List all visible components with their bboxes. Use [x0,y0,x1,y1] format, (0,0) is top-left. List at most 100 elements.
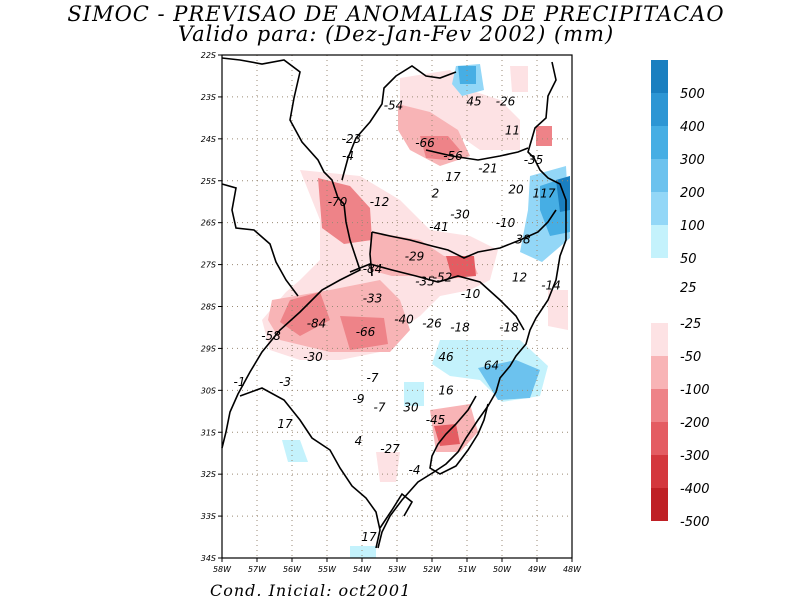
colorbar-positive-swatch [651,93,668,126]
color-legend: 500 400 300 200 100 50 25 -25 -50 -100 -200 -300 -40… [651,60,710,530]
western-border [221,57,361,449]
anomaly-value-label: -52 [433,270,453,284]
uruguay-border [379,492,414,529]
colorbar-negative-swatch [651,356,668,389]
colorbar-positive-label: 200 [680,186,705,201]
lat-tick-label: 31S [201,428,216,437]
anomaly-value-label: 46 [438,350,454,364]
initial-condition-note: Cond. Inicial: oct2001 [210,581,412,600]
inner-line [369,231,373,277]
lon-tick-label: 51W [458,565,477,574]
anomaly-value-label: -4 [409,463,421,477]
colorbar-negative-swatch [651,455,668,488]
lat-tick-label: 25S [201,177,216,186]
anomaly-value-label: -58 [261,329,281,343]
anomaly-value-label: -7 [374,400,386,414]
anomaly-values: -54 45 -26 11 -23 -66 -4 -56 -35 -21 17 20 117 2 -70 -1… [234,94,561,544]
colorbar-negative-label: -300 [680,449,710,464]
lon-tick-label: 53W [388,565,407,574]
colorbar-positive-label: 300 [680,153,705,168]
anomaly-value-label: 2 [432,187,440,201]
anomaly-value-label: -66 [356,325,376,339]
anomaly-value-label: 17 [445,170,461,184]
anomaly-value-label: -70 [328,195,348,209]
anomaly-shading [262,64,570,558]
anomaly-value-label: -45 [426,413,446,427]
anomaly-value-label: -40 [394,312,414,326]
colorbar-positive-label: 500 [680,87,705,102]
anomaly-region [510,66,528,92]
anomaly-value-label: 45 [466,94,481,108]
anomaly-value-label: -30 [303,350,323,364]
anomaly-value-label: 11 [505,124,520,138]
pr-border-upper [425,147,529,161]
anomaly-value-label: -84 [307,316,327,330]
anomaly-value-label: 12 [512,270,527,284]
anomaly-value-label: -3 [279,375,291,389]
anomaly-value-label: -9 [353,392,365,406]
colorbar-negative-label: -50 [680,350,701,365]
anomaly-value-label: -33 [363,291,383,305]
lat-tick-label: 33S [201,512,216,521]
anomaly-region [340,316,388,350]
anomaly-region [404,382,424,406]
anomaly-value-label: -7 [367,371,379,385]
sc-rs-border [349,263,525,331]
lat-tick-label: 23S [201,93,216,102]
anomaly-value-label: -29 [405,249,425,263]
coastline [377,61,567,549]
colorbar-negative-swatch [651,488,668,521]
anomaly-region [446,256,476,278]
anomaly-value-label: -54 [384,98,404,112]
colorbar-positive-label: 100 [680,219,705,234]
anomaly-region [350,546,376,558]
anomaly-value-label: -26 [496,94,516,108]
colorbar-positive-swatch [651,159,668,192]
lon-tick-label: 54W [353,565,372,574]
anomaly-value-label: 64 [484,358,499,372]
lon-tick-label: 58W [213,565,232,574]
lon-tick-label: 49W [528,565,547,574]
lat-lon-grid [222,55,572,558]
axis-labels: 58W 57W 56W 55W 54W 53W 52W 51W 50W 49W 48W 22S 23S 2… [201,51,582,574]
anomaly-value-label: -23 [342,132,362,146]
anomaly-region [282,440,308,462]
lat-tick-label: 22S [201,51,216,60]
anomaly-value-label: -35 [415,275,435,289]
colorbar-negative-swatch [651,323,668,356]
anomaly-region [536,126,552,146]
colorbar-positive-swatch [651,126,668,159]
anomaly-value-label: -35 [524,153,544,167]
map-title: SIMOC - PREVISAO DE ANOMALIAS DE PRECIPI… [67,2,725,26]
pr-sc-border [371,209,557,259]
anomaly-value-label: -1 [234,375,246,389]
anomaly-value-label: -56 [443,149,463,163]
anomaly-value-label: -66 [415,136,435,150]
colorbar-negative-label: -100 [680,383,710,398]
colorbar-positive-label: 25 [680,281,697,296]
anomaly-value-label: -41 [429,220,449,234]
lat-tick-label: 30S [201,386,216,395]
anomaly-value-label: -14 [541,279,561,293]
lat-tick-label: 26S [201,219,216,228]
colorbar-negative-swatch [651,422,668,455]
lon-tick-label: 50W [493,565,512,574]
colorbar-positive-label: 50 [680,252,697,267]
anomaly-region [400,70,520,150]
lon-tick-label: 56W [283,565,302,574]
anomaly-value-label: -4 [342,149,354,163]
rs-south-border [239,387,381,549]
anomaly-value-label: 30 [403,400,419,414]
anomaly-region [420,136,460,160]
anomaly-value-label: -18 [450,321,470,335]
colorbar-negative-label: -200 [680,416,710,431]
anomaly-value-label: 16 [438,384,454,398]
anomaly-value-label: -21 [478,161,498,175]
anomaly-value-label: -10 [496,216,516,230]
lon-tick-label: 52W [423,565,442,574]
lat-tick-label: 27S [201,261,216,270]
lat-tick-label: 32S [201,470,216,479]
anomaly-value-label: 17 [277,417,293,431]
anomaly-region [376,452,400,482]
lagoon-shore [429,395,489,475]
